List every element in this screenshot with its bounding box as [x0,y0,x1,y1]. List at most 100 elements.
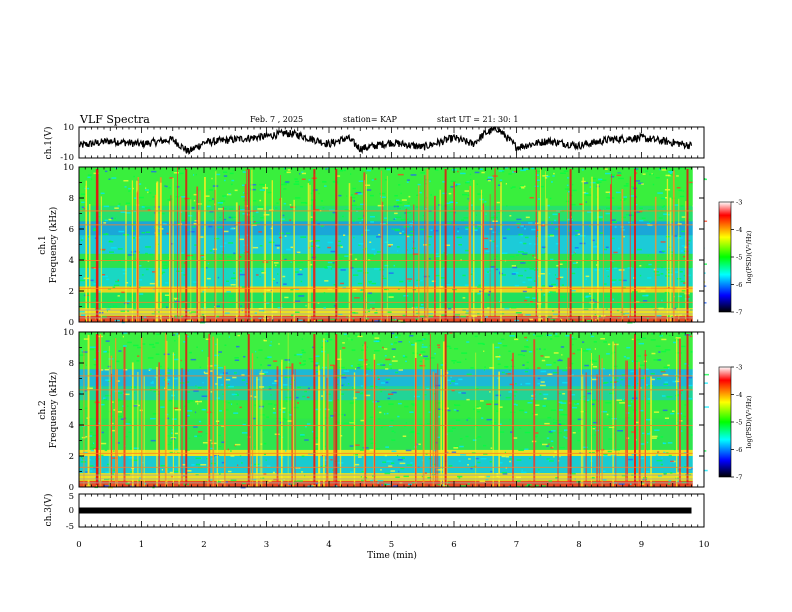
spectral-speckle [367,253,369,256]
spectral-speckle [615,380,619,383]
spectral-speckle [216,305,220,307]
spectral-speckle [394,336,398,338]
spectral-speckle [80,392,83,395]
spectral-speckle [290,206,296,208]
spectral-speckle [450,382,452,385]
spectral-speckle [403,475,409,478]
impulse-line [178,332,180,487]
spectral-speckle [110,217,114,220]
spectral-speckle [666,396,673,398]
spectral-speckle [93,364,98,366]
spectral-speckle [116,380,120,382]
spectral-speckle [424,394,427,396]
spectral-speckle [542,247,545,249]
spectral-speckle [315,443,320,445]
spectral-speckle [639,274,642,277]
spectral-speckle [501,455,506,458]
time-tick-label: 1 [139,540,144,550]
spectral-speckle [683,255,686,258]
spectral-speckle [415,432,420,435]
spectral-speckle [367,255,374,257]
spectral-speckle [604,295,611,297]
spectral-speckle [510,187,513,189]
spectral-speckle [610,381,614,383]
spectral-speckle [477,286,482,288]
spectral-speckle [673,235,678,237]
spectral-speckle [318,192,320,195]
spectral-speckle [548,272,551,275]
spectral-speckle [428,315,434,318]
spectral-speckle [483,369,485,371]
spectral-speckle [472,227,479,230]
impulse-line [212,336,215,487]
spectral-speckle [294,311,300,313]
spectral-speckle [404,205,410,207]
spectral-speckle [104,369,109,371]
spectral-speckle [121,291,125,294]
spectral-speckle [193,199,196,202]
spectral-speckle [521,187,525,189]
spectral-speckle [415,306,418,309]
spectral-speckle [660,369,665,372]
spectral-speckle [162,271,166,274]
spectral-speckle [191,207,195,209]
spectral-speckle [557,432,563,434]
spectral-speckle [486,418,492,421]
spectral-speckle [322,181,327,183]
spectral-speckle [370,479,375,482]
frequency-band [79,332,704,370]
spectral-speckle [218,258,223,260]
spectral-speckle [299,173,301,175]
spectral-speckle [216,397,220,399]
spectral-speckle [553,422,558,424]
spectral-speckle [360,289,364,291]
spectral-speckle [499,354,501,357]
spectral-speckle [397,415,400,418]
spectral-speckle [295,467,301,469]
spectral-speckle [349,445,354,447]
spectral-speckle [154,376,157,378]
spectral-speckle [489,239,492,242]
spectral-speckle [605,308,608,311]
spectral-speckle [353,288,357,291]
spectral-speckle [480,458,487,460]
spectral-speckle [358,244,361,246]
spectral-speckle [455,184,458,186]
spectral-speckle [402,230,405,233]
spectral-speckle [304,439,309,441]
spectral-speckle [640,457,645,460]
spectral-speckle [84,389,87,392]
spectral-speckle [661,299,663,302]
spectral-speckle [89,279,94,282]
impulse-line [475,352,477,487]
spectral-speckle [207,365,213,367]
spectral-speckle [483,444,487,447]
spectral-speckle [312,190,314,192]
spectral-speckle [538,471,540,474]
spectral-speckle [258,206,264,208]
spectral-speckle [560,172,566,174]
spectral-speckle [589,186,591,188]
spectral-speckle [292,480,297,483]
impulse-line [434,195,436,322]
spectral-speckle [546,334,552,336]
spectral-speckle [484,201,487,203]
spectral-speckle [219,373,224,376]
spectral-speckle [686,376,693,379]
spectral-speckle [497,377,499,380]
spectral-speckle [336,175,341,177]
spectral-speckle [658,334,662,336]
spectral-speckle [300,435,305,438]
spectral-speckle [161,212,165,215]
spectral-speckle [663,205,665,207]
time-ticks [78,127,705,527]
spectral-speckle [412,220,414,222]
spectral-speckle [550,447,554,449]
spectral-speckle [298,319,303,321]
spectral-speckle [571,394,576,396]
spectral-speckle [703,285,707,287]
spectral-speckle [260,364,262,366]
spectral-speckle [160,365,162,368]
impulse-line [422,359,425,487]
spectral-speckle [327,246,331,249]
